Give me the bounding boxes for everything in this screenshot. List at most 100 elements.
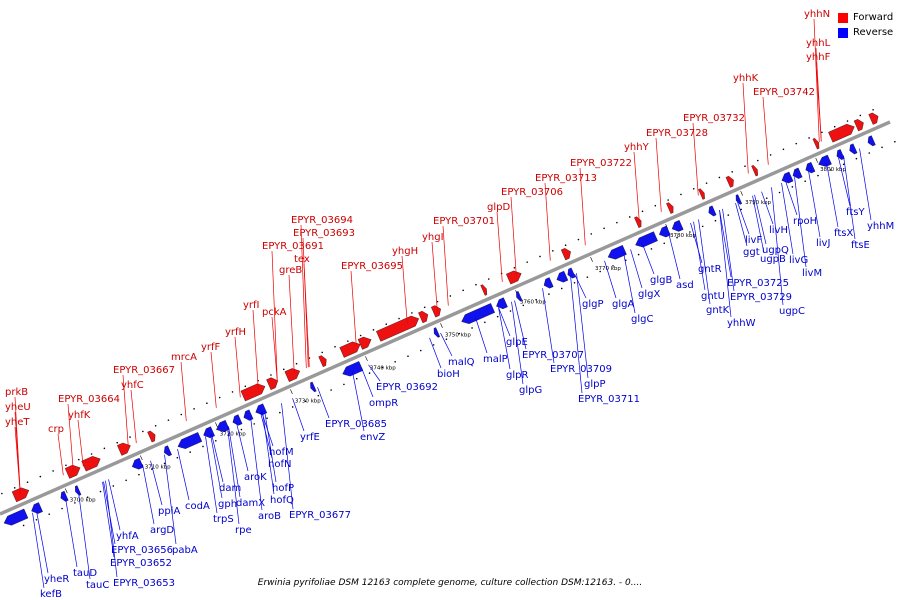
reverse-label-leader <box>693 221 706 291</box>
scale-tick-label: 3730 kbp <box>295 398 321 404</box>
forward-gene-block-shape <box>64 464 81 479</box>
forward-gene-block-shape <box>560 248 571 261</box>
forward-gene-block <box>339 341 361 358</box>
position-mark <box>650 248 653 250</box>
position-mark <box>872 108 874 111</box>
legend-forward-label: Forward <box>853 12 894 23</box>
forward-label-leader <box>67 403 74 471</box>
position-mark <box>266 417 268 420</box>
position-mark <box>577 238 580 241</box>
position-mark <box>522 304 525 307</box>
reverse-gene-block-shape <box>3 508 29 526</box>
reverse-label-leader <box>576 273 589 379</box>
reverse-gene-block <box>243 409 254 421</box>
position-mark <box>330 389 332 391</box>
position-mark <box>154 424 157 427</box>
forward-gene-block <box>560 248 571 261</box>
position-mark <box>573 281 576 284</box>
forward-swatch <box>838 12 848 23</box>
forward-gene-block-shape <box>698 188 705 200</box>
reverse-gene-label: EPYR_03677 <box>289 510 351 521</box>
position-mark <box>321 351 324 354</box>
reverse-gene-block-shape <box>243 409 254 421</box>
reverse-label-leader <box>838 157 851 207</box>
position-mark <box>86 496 89 499</box>
forward-gene-block <box>828 123 855 143</box>
position-mark <box>705 182 708 184</box>
position-mark <box>359 334 362 337</box>
position-mark <box>215 440 217 442</box>
position-mark <box>129 436 131 438</box>
position-mark <box>48 513 51 515</box>
reverse-gene-label: ftsE <box>851 240 870 251</box>
position-mark <box>90 453 93 455</box>
position-mark <box>423 306 426 309</box>
position-mark <box>564 244 567 246</box>
forward-label-leader <box>210 351 217 408</box>
reverse-gene-label: yheR <box>44 574 69 585</box>
reverse-gene-label: yrfE <box>300 432 320 443</box>
reverse-gene-label: livH <box>769 225 788 236</box>
reverse-gene-block-shape <box>556 270 569 283</box>
position-mark <box>795 142 798 145</box>
reverse-gene-block <box>461 303 495 324</box>
reverse-gene-block <box>781 171 794 184</box>
reverse-gene-label: livJ <box>816 238 830 249</box>
reverse-gene-label: EPYR_03652 <box>110 558 172 569</box>
position-mark <box>667 199 669 201</box>
forward-label-leader <box>180 361 187 422</box>
reverse-gene-block <box>708 205 717 217</box>
reverse-gene-block-shape <box>131 457 144 470</box>
forward-gene-label: crp <box>48 424 64 435</box>
position-mark <box>240 428 243 431</box>
position-mark <box>218 396 221 399</box>
reverse-label-leader <box>440 332 453 357</box>
reverse-gene-label: bioH <box>437 369 460 380</box>
reverse-label-leader <box>108 479 121 531</box>
position-mark <box>449 295 452 297</box>
position-mark <box>718 176 721 179</box>
reverse-gene-label: ompR <box>369 398 398 409</box>
reverse-gene-block <box>849 143 858 155</box>
position-mark <box>829 169 832 171</box>
reverse-label-leader <box>103 481 116 545</box>
position-mark <box>189 451 191 453</box>
reverse-gene-label: livM <box>802 268 822 279</box>
forward-gene-label: yhgH <box>392 246 418 257</box>
forward-gene-block-shape <box>339 341 361 358</box>
forward-gene-block-shape <box>431 305 441 318</box>
reverse-gene-block <box>131 457 144 470</box>
reverse-label-leader <box>642 243 655 275</box>
scale-tick-label: 3780 kbp <box>670 233 696 239</box>
position-mark <box>381 366 384 369</box>
position-mark <box>355 377 358 380</box>
position-mark <box>142 430 144 433</box>
reverse-label-leader <box>511 301 524 385</box>
forward-gene-label: greB <box>279 265 302 276</box>
reverse-gene-block <box>60 490 69 502</box>
position-mark <box>295 362 298 365</box>
forward-gene-block <box>81 456 101 472</box>
reverse-gene-label: glpR <box>506 370 528 381</box>
position-mark <box>535 298 537 301</box>
position-mark <box>676 236 678 239</box>
reverse-gene-label: ftsX <box>834 228 853 239</box>
position-mark <box>334 345 336 348</box>
reverse-gene-label: EPYR_03692 <box>376 382 438 393</box>
forward-gene-block <box>853 119 864 132</box>
reverse-label-leader <box>264 410 277 483</box>
reverse-label-leader <box>859 148 872 221</box>
scale-tick <box>440 323 443 328</box>
reverse-label-leader <box>150 460 163 506</box>
forward-label-leader <box>633 151 640 222</box>
position-mark <box>769 154 772 156</box>
forward-gene-label: EPYR_03693 <box>293 228 355 239</box>
forward-label-leader <box>544 182 551 261</box>
position-mark <box>116 441 119 444</box>
reverse-gene-label: dam <box>219 483 241 494</box>
scale-tick <box>215 422 218 428</box>
scale-tick <box>365 356 368 362</box>
reverse-gene-label: ugpQ <box>762 245 789 256</box>
reverse-gene-block-shape <box>177 432 203 449</box>
forward-gene-label: yhfC <box>121 380 144 391</box>
